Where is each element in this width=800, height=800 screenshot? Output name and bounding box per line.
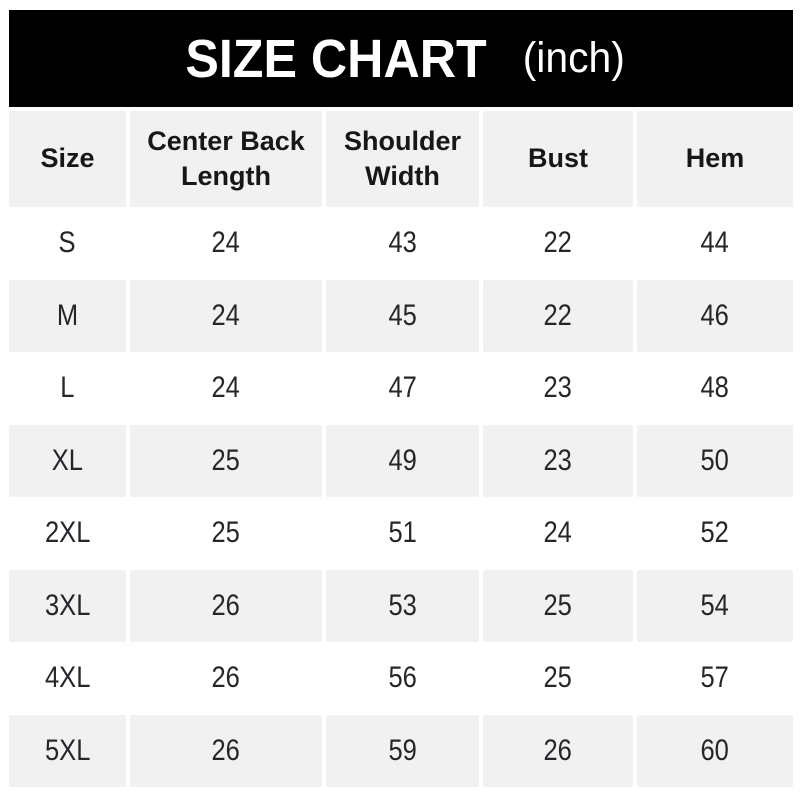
measurement-value: 51 [388, 516, 417, 550]
page-title: SIZE CHART [185, 28, 487, 89]
measurement-value: 49 [326, 424, 479, 497]
measurement-value: 25 [211, 516, 241, 550]
measurement-value: 45 [326, 279, 479, 352]
measurement-value: 57 [700, 661, 730, 695]
measurement-value: 24 [211, 371, 241, 405]
measurement-value: 25 [543, 661, 573, 695]
title-bar: SIZE CHART (inch) [9, 10, 793, 107]
measurement-value: 24 [543, 516, 573, 550]
measurement-value: 50 [637, 424, 793, 497]
col-header-shoulder-width: Shoulder Width [326, 111, 479, 207]
measurement-value: 43 [388, 226, 417, 260]
measurement-value: 59 [326, 714, 479, 787]
measurement-value: 52 [700, 516, 730, 550]
size-label: M [9, 279, 126, 352]
measurement-value: 53 [326, 569, 479, 642]
measurement-value: 24 [211, 226, 241, 260]
size-label: S [58, 226, 76, 260]
size-label: L [60, 371, 75, 405]
measurement-value: 26 [483, 714, 633, 787]
size-table: Size Center Back Length Shoulder Width B… [9, 111, 793, 787]
measurement-value: 23 [483, 424, 633, 497]
measurement-value: 22 [543, 226, 573, 260]
measurement-value: 46 [637, 279, 793, 352]
measurement-value: 23 [543, 371, 573, 405]
col-header-size: Size [9, 111, 126, 207]
measurement-value: 24 [130, 279, 322, 352]
measurement-value: 22 [483, 279, 633, 352]
size-label: 5XL [9, 714, 126, 787]
measurement-value: 26 [130, 714, 322, 787]
measurement-value: 60 [637, 714, 793, 787]
size-label: XL [9, 424, 126, 497]
measurement-value: 54 [637, 569, 793, 642]
measurement-value: 47 [388, 371, 417, 405]
col-header-bust: Bust [483, 111, 633, 207]
size-label: 2XL [44, 516, 91, 550]
col-header-hem: Hem [637, 111, 793, 207]
measurement-value: 26 [130, 569, 322, 642]
measurement-value: 44 [700, 226, 730, 260]
col-header-center-back-length: Center Back Length [130, 111, 322, 207]
size-label: 4XL [44, 661, 91, 695]
measurement-value: 25 [130, 424, 322, 497]
measurement-value: 56 [388, 661, 417, 695]
size-label: 3XL [9, 569, 126, 642]
unit-label: (inch) [522, 34, 626, 82]
measurement-value: 48 [700, 371, 730, 405]
measurement-value: 25 [483, 569, 633, 642]
measurement-value: 26 [211, 661, 241, 695]
